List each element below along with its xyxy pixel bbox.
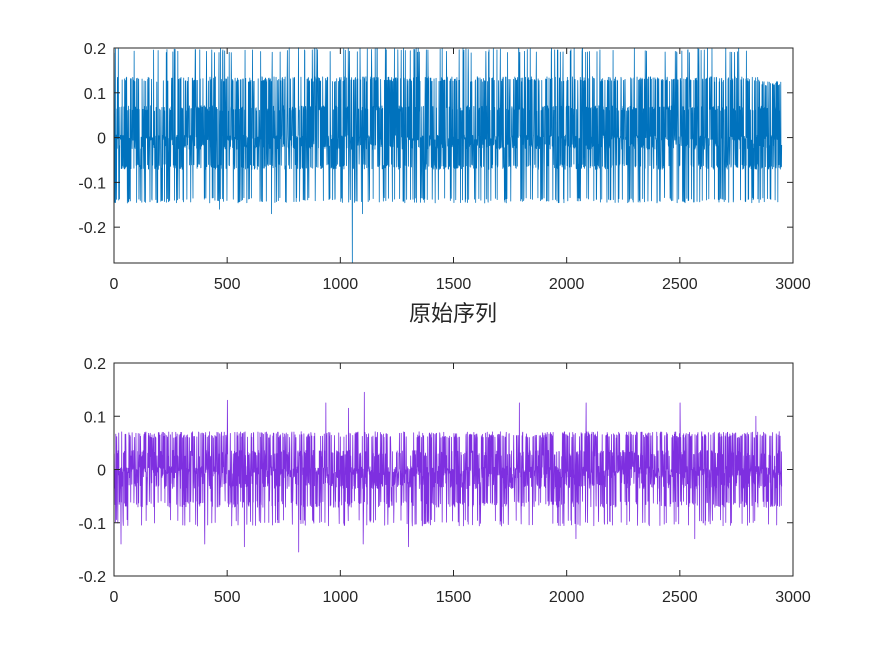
series-line <box>113 391 783 553</box>
x-tick-label: 1000 <box>323 276 359 293</box>
x-tick-label: 2000 <box>549 589 585 606</box>
y-tick-label: -0.1 <box>78 516 106 533</box>
x-tick-label: 0 <box>110 589 119 606</box>
chart-processed-sequence: 0.2 0.1 0 -0.1 -0.2 0 500 1000 1500 2000 2500 3000 <box>78 356 810 606</box>
x-tick-label: 500 <box>214 589 241 606</box>
x-tick-label: 2500 <box>662 276 698 293</box>
series-line <box>113 47 783 264</box>
x-tick-label: 2000 <box>549 276 585 293</box>
y-tick-label: 0 <box>97 131 106 148</box>
y-tick-label: 0.1 <box>84 86 106 103</box>
x-tick-label: 500 <box>214 276 241 293</box>
y-tick-label: 0.2 <box>84 41 106 58</box>
x-axis-label: 原始序列 <box>409 302 497 327</box>
x-ticks: 0 500 1000 1500 2000 2500 3000 <box>110 363 811 606</box>
x-tick-label: 0 <box>110 276 119 293</box>
x-tick-label: 2500 <box>662 589 698 606</box>
chart-original-sequence: 0.2 0.1 0 -0.1 -0.2 0 500 1000 1500 2000 2500 3000… <box>78 41 810 327</box>
x-tick-label: 1000 <box>323 589 359 606</box>
y-tick-label: -0.1 <box>78 175 106 192</box>
x-tick-label: 3000 <box>775 589 811 606</box>
axes-box <box>113 47 794 264</box>
series-layer <box>113 47 783 264</box>
y-tick-label: 0.1 <box>84 409 106 426</box>
y-tick-label: -0.2 <box>78 569 106 586</box>
axes-box <box>113 362 794 577</box>
series-layer <box>113 391 783 553</box>
x-tick-label: 1500 <box>436 276 472 293</box>
y-tick-label: -0.2 <box>78 220 106 237</box>
y-ticks: 0.2 0.1 0 -0.1 -0.2 <box>78 41 793 237</box>
y-tick-label: 0 <box>97 463 106 480</box>
y-ticks: 0.2 0.1 0 -0.1 -0.2 <box>78 356 793 586</box>
x-tick-label: 1500 <box>436 589 472 606</box>
y-tick-label: 0.2 <box>84 356 106 373</box>
x-tick-label: 3000 <box>775 276 811 293</box>
